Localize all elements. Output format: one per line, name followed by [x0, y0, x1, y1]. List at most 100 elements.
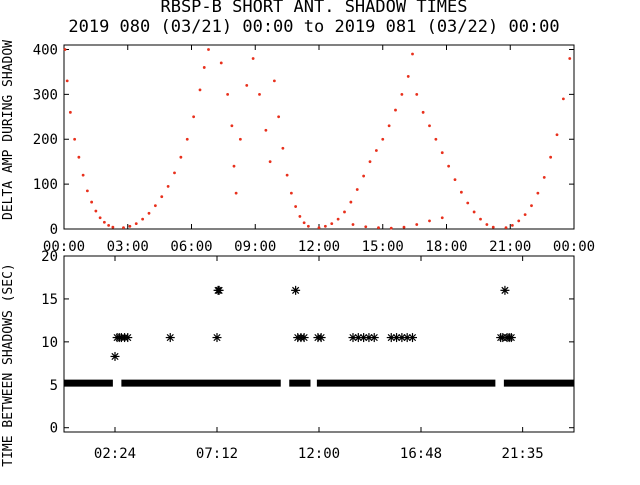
- amp-data-point: [207, 48, 210, 51]
- amp-data-point: [147, 211, 151, 215]
- amp-data-point: [63, 48, 67, 51]
- amp-data-point: [306, 224, 310, 228]
- top-x-tick-label: 18:00: [425, 239, 467, 255]
- amp-data-point: [90, 200, 94, 204]
- top-plot-frame: [63, 44, 575, 230]
- amp-data-point: [272, 79, 276, 83]
- amp-data-point: [343, 210, 346, 214]
- amp-data-point: [411, 52, 414, 56]
- amp-data-point: [381, 137, 385, 141]
- amp-data-point: [153, 204, 157, 208]
- amp-data-point: [173, 171, 176, 175]
- gap-data-point: [299, 333, 309, 343]
- bottom-x-tick-label: 02:24: [94, 446, 136, 462]
- amp-data-point: [402, 225, 406, 229]
- amp-data-point: [192, 115, 196, 119]
- amp-data-point: [134, 222, 138, 226]
- amp-data-point: [406, 75, 410, 78]
- amp-data-point: [179, 155, 183, 159]
- amp-data-point: [440, 216, 444, 220]
- amp-data-point: [466, 201, 470, 205]
- amp-data-point: [428, 219, 431, 223]
- top-y-tick-label: 400: [33, 42, 58, 58]
- amp-data-point: [202, 66, 206, 69]
- amp-data-point: [530, 204, 533, 208]
- chart-subtitle: 2019 080 (03/21) 00:00 to 2019 081 (03/2…: [68, 17, 559, 37]
- bottom-x-tick-label: 16:48: [400, 446, 442, 462]
- gap-data-point: [212, 333, 222, 343]
- amp-data-point: [230, 124, 234, 128]
- amp-data-point: [394, 108, 397, 112]
- amp-data-point: [98, 216, 102, 220]
- amp-data-point: [542, 175, 546, 179]
- amp-data-point: [555, 133, 559, 137]
- amp-data-point: [568, 57, 572, 60]
- top-x-tick-label: 03:00: [107, 239, 149, 255]
- top-x-tick-label: 21:00: [489, 239, 531, 255]
- amp-data-point: [160, 195, 164, 199]
- amp-data-point: [258, 92, 261, 96]
- bottom-y-tick-label: 10: [41, 335, 58, 351]
- amp-data-point: [323, 224, 327, 228]
- amp-data-point: [351, 223, 355, 226]
- amp-data-point: [268, 160, 272, 164]
- amp-data-point: [107, 224, 111, 227]
- amp-data-point: [277, 115, 281, 119]
- bottom-y-tick-label: 0: [50, 421, 58, 437]
- amp-data-point: [85, 189, 89, 193]
- amp-data-point: [102, 220, 106, 224]
- amp-data-point: [81, 173, 85, 177]
- amp-data-point: [479, 217, 482, 221]
- amp-data-point: [549, 155, 553, 159]
- amp-data-point: [68, 110, 72, 114]
- amp-data-point: [111, 225, 115, 229]
- amp-data-point: [285, 173, 289, 177]
- amp-data-point: [185, 137, 189, 141]
- gap-data-point: [386, 333, 396, 343]
- gap-data-point: [110, 351, 120, 361]
- gap-data-point: [214, 285, 224, 295]
- amp-data-point: [374, 149, 378, 152]
- amp-data-point: [453, 178, 457, 182]
- top-plot-area: 00:00 03:00 06:00 09:00 12:00 15:00 18:00 21:00…: [33, 42, 595, 255]
- top-x-tick-label: 06:00: [170, 239, 212, 255]
- amp-data-point: [245, 83, 249, 87]
- amp-data-point: [302, 221, 306, 225]
- amp-data-point: [65, 79, 69, 83]
- top-y-axis-label: DELTA AMP DURING SHADOW: [1, 40, 16, 220]
- gap-data-point: [123, 333, 133, 343]
- amp-data-point: [485, 223, 489, 226]
- amp-data-point: [336, 217, 340, 221]
- amp-data-point: [141, 217, 145, 221]
- amp-data-point: [226, 92, 230, 96]
- top-x-tick-label: 12:00: [298, 239, 340, 255]
- amp-data-point: [415, 223, 419, 226]
- amp-data-point: [317, 226, 321, 230]
- amp-data-point: [73, 137, 77, 141]
- top-x-tick-label: 00:00: [553, 239, 595, 255]
- amp-data-point: [166, 184, 170, 188]
- gap-data-point: [397, 333, 407, 343]
- amp-data-point: [434, 137, 438, 141]
- amp-data-point: [289, 191, 293, 195]
- amp-data-point: [298, 215, 302, 218]
- amp-data-point: [447, 164, 451, 168]
- amp-data-point: [459, 190, 463, 194]
- amp-data-point: [264, 128, 268, 132]
- amp-data-point: [94, 209, 98, 213]
- gap-data-point: [291, 285, 301, 295]
- amp-data-point: [294, 205, 298, 208]
- amp-data-point: [389, 226, 393, 230]
- amp-data-point: [440, 151, 444, 155]
- amp-data-point: [198, 88, 202, 92]
- bottom-y-axis-label: TIME BETWEEN SHADOWS (SEC): [1, 263, 16, 467]
- amp-data-point: [128, 224, 132, 228]
- amp-data-point: [421, 110, 425, 114]
- bottom-x-tick-label: 12:00: [298, 446, 340, 462]
- amp-data-point: [491, 225, 495, 229]
- amp-data-point: [330, 222, 334, 226]
- bottom-x-tick-label: 21:35: [502, 446, 544, 462]
- amp-data-point: [238, 137, 242, 141]
- amp-data-point: [219, 61, 223, 65]
